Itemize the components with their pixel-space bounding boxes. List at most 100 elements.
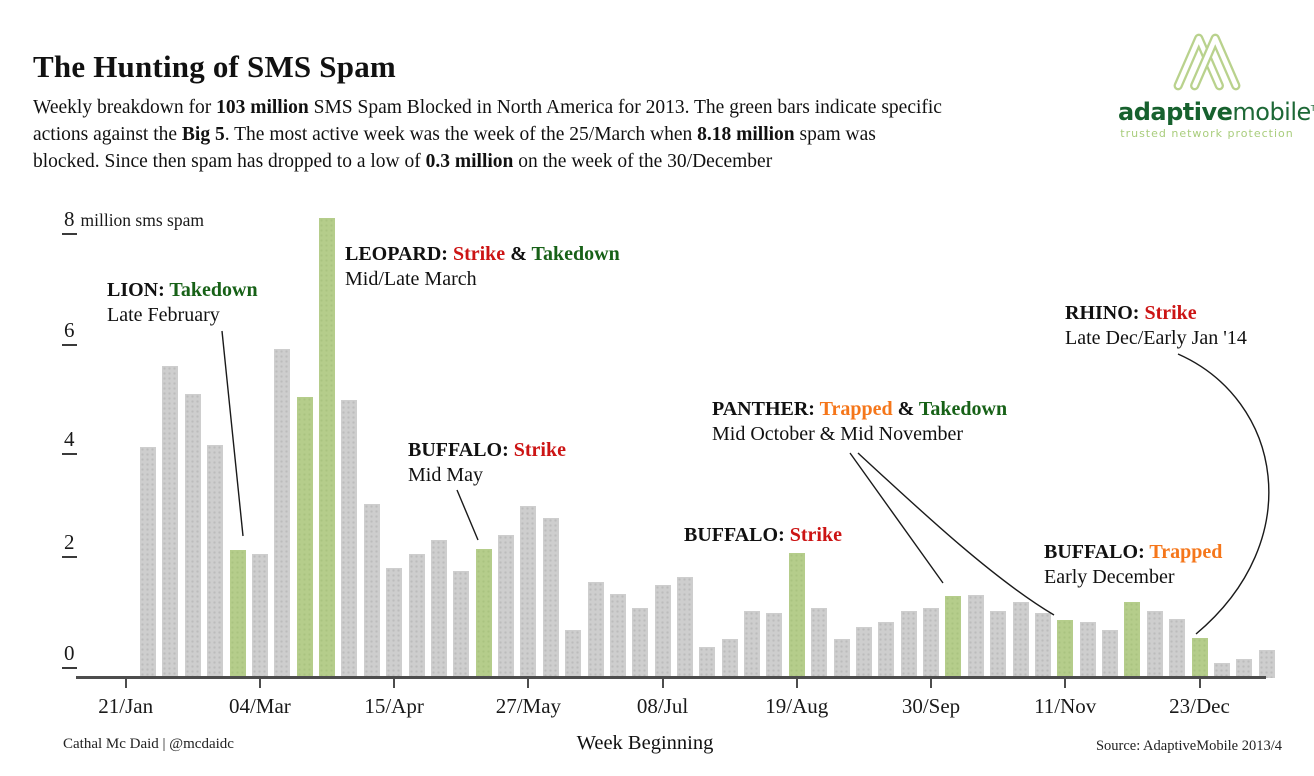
bar-24/Jun bbox=[609, 593, 626, 678]
bar-10/Jun bbox=[565, 630, 582, 678]
bar-22/Jul bbox=[699, 647, 716, 678]
page-title: The Hunting of SMS Spam bbox=[33, 48, 396, 84]
x-tick-11/Nov bbox=[1064, 679, 1067, 688]
annotation-leopard-title: LEOPARD: Strike & Takedown bbox=[345, 243, 620, 265]
annotation-buffalo-aug-title: BUFFALO: Strike bbox=[684, 524, 842, 546]
bar-21/Oct bbox=[990, 610, 1007, 678]
bar-18/Mar bbox=[296, 396, 313, 678]
bar-01/Apr bbox=[341, 399, 358, 678]
bar-28/Oct bbox=[1012, 602, 1029, 678]
bar-08/Apr bbox=[363, 503, 380, 678]
bar-15/Jul bbox=[677, 576, 693, 678]
chart-description: Weekly breakdown for 103 million SMS Spa… bbox=[33, 96, 942, 172]
y-tick-label-6: 6 bbox=[62, 318, 77, 346]
annotation-panther-subtitle: Mid October & Mid November bbox=[712, 423, 964, 445]
bar-16/Dec bbox=[1169, 618, 1186, 678]
bar-22/Apr bbox=[408, 554, 425, 678]
bar-27/May bbox=[520, 506, 537, 678]
bar-04/Feb bbox=[162, 365, 179, 678]
source-credit: Source: AdaptiveMobile 2013/4 bbox=[1095, 738, 1282, 754]
bar-29/Jul bbox=[721, 638, 738, 678]
annotation-lion-subtitle: Late February bbox=[107, 304, 220, 326]
bar-04/Mar bbox=[251, 554, 268, 678]
bar-18/Nov bbox=[1079, 621, 1096, 678]
bar-25/Nov bbox=[1102, 630, 1118, 678]
bar-29/Apr bbox=[430, 540, 447, 678]
bar-16/Sep bbox=[878, 621, 895, 678]
x-tick-30/Sep bbox=[930, 679, 932, 688]
bar-07/Oct bbox=[945, 596, 962, 678]
annotation-buffalo-dec-title: BUFFALO: Trapped bbox=[1044, 541, 1223, 563]
x-axis-title: Week Beginning bbox=[576, 732, 714, 754]
y-tick-label-4: 4 bbox=[62, 427, 77, 455]
leader-panther-oct bbox=[849, 452, 944, 584]
logo-word-mobile: mobile bbox=[1232, 98, 1311, 126]
x-tick-23/Dec bbox=[1198, 679, 1201, 688]
x-tick-15/Apr bbox=[393, 679, 396, 688]
x-tick-19/Aug bbox=[795, 679, 798, 688]
bar-11/Feb bbox=[184, 393, 201, 678]
annotation-buffalo-may-title: BUFFALO: Strike bbox=[408, 439, 566, 461]
bar-11/Nov bbox=[1057, 620, 1074, 678]
leader-buffalo-may bbox=[456, 489, 479, 541]
annotation-rhino-title: RHINO: Strike bbox=[1065, 302, 1197, 324]
logo-tm: TM bbox=[1310, 104, 1314, 113]
bar-23/Dec bbox=[1191, 638, 1208, 678]
bar-13/May bbox=[475, 549, 492, 678]
bar-23/Sep bbox=[900, 610, 917, 678]
bar-02/Sep bbox=[833, 638, 850, 678]
bar-28/Jan bbox=[140, 447, 157, 678]
author-credit: Cathal Mc Daid | @mcdaidc bbox=[63, 736, 234, 752]
x-tick-label-08/Jul: 08/Jul bbox=[636, 694, 689, 718]
y-tick-label-8: 8 million sms spam bbox=[62, 207, 204, 235]
leader-lion bbox=[221, 330, 244, 537]
annotation-buffalo-aug: BUFFALO: Strike bbox=[684, 523, 842, 548]
bar-04/Nov bbox=[1034, 613, 1051, 678]
bar-17/Jun bbox=[587, 582, 604, 678]
x-tick-08/Jul bbox=[661, 679, 664, 688]
bar-12/Aug bbox=[766, 613, 783, 678]
bar-20/May bbox=[498, 534, 514, 678]
bar-18/Feb bbox=[207, 444, 224, 678]
y-tick-label-2: 2 bbox=[62, 530, 77, 558]
adaptivemobile-logo: adaptivemobileTM trusted network protect… bbox=[1118, 28, 1314, 140]
bar-13/Jan'14 bbox=[1258, 649, 1275, 678]
bar-25/Feb bbox=[229, 550, 246, 678]
x-axis-line bbox=[76, 676, 1266, 679]
adaptivemobile-logo-icon bbox=[1173, 33, 1241, 91]
annotation-rhino-subtitle: Late Dec/Early Jan '14 bbox=[1065, 327, 1247, 349]
annotation-leopard-subtitle: Mid/Late March bbox=[345, 268, 477, 290]
logo-wordmark: adaptivemobileTM bbox=[1118, 96, 1314, 126]
annotation-buffalo-dec-subtitle: Early December bbox=[1044, 566, 1175, 588]
bar-01/Jul bbox=[632, 607, 649, 678]
bar-30/Sep bbox=[923, 607, 939, 678]
annotation-buffalo-may: BUFFALO: Strike Mid May bbox=[408, 438, 566, 488]
x-tick-label-04/Mar: 04/Mar bbox=[228, 694, 291, 718]
leader-panther-nov bbox=[857, 452, 1055, 616]
annotation-lion: LION: Takedown Late February bbox=[107, 278, 258, 328]
bar-05/Aug bbox=[744, 610, 761, 678]
bar-03/Jun bbox=[542, 517, 559, 678]
bar-14/Oct bbox=[967, 594, 984, 678]
logo-tagline: trusted network protection bbox=[1120, 127, 1294, 140]
x-tick-label-23/Dec: 23/Dec bbox=[1169, 694, 1230, 718]
bar-26/Aug bbox=[811, 607, 828, 678]
annotation-rhino: RHINO: Strike Late Dec/Early Jan '14 bbox=[1065, 301, 1247, 351]
annotation-buffalo-may-subtitle: Mid May bbox=[408, 464, 483, 486]
y-tick-label-0: 0 bbox=[62, 641, 77, 669]
x-tick-21/Jan bbox=[124, 679, 127, 688]
x-tick-label-11/Nov: 11/Nov bbox=[1034, 694, 1097, 718]
x-tick-label-27/May: 27/May bbox=[495, 694, 562, 718]
x-tick-04/Mar bbox=[258, 679, 261, 688]
annotation-buffalo-dec: BUFFALO: Trapped Early December bbox=[1044, 540, 1222, 590]
bar-06/Jan'14 bbox=[1236, 659, 1253, 678]
y-axis-unit: million sms spam bbox=[80, 210, 204, 230]
bar-19/Aug bbox=[788, 553, 805, 678]
bar-15/Apr bbox=[386, 568, 403, 678]
x-tick-label-15/Apr: 15/Apr bbox=[364, 694, 424, 718]
x-tick-label-30/Sep: 30/Sep bbox=[901, 694, 961, 718]
logo-word-adaptive: adaptive bbox=[1118, 98, 1233, 126]
bar-30/Dec bbox=[1213, 662, 1230, 678]
annotation-lion-title: LION: Takedown bbox=[107, 279, 258, 301]
